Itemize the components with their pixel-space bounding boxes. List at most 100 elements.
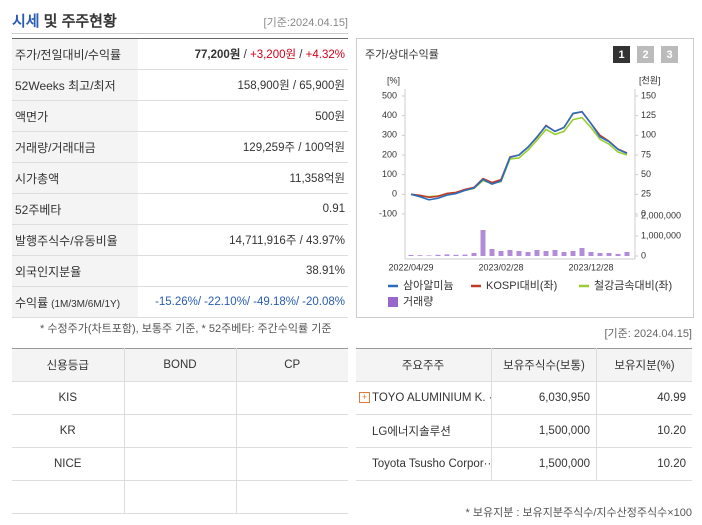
x-tick-label: 2022/04/29	[388, 262, 433, 272]
holder-table: 주요주주 보유주식수(보통) 보유지분(%) + TOYO ALUMINIUM K. ·…	[356, 348, 692, 481]
holder-row: + TOYO ALUMINIUM K. ··· 6,030,950 40.99	[356, 381, 692, 415]
legend-swatch	[388, 297, 398, 307]
y2-tick-label: 50	[641, 169, 651, 179]
cell-text: 1,500,000	[538, 458, 590, 470]
row-value: 11,358억원	[138, 162, 348, 194]
tab-box	[637, 46, 654, 63]
tab-box	[661, 46, 678, 63]
volume-bar	[462, 254, 468, 256]
x-tick-label: 2023/02/28	[478, 262, 523, 272]
price-row: 발행주식수/유동비율 14,711,916주 / 43.97%	[12, 224, 348, 256]
cell-text: 1,500,000	[538, 425, 590, 437]
row-value: 14,711,916주 / 43.97%	[138, 224, 348, 256]
header-row: 신용등급 BOND CP	[12, 348, 348, 382]
cell-text: 10.20	[657, 458, 686, 470]
price-note: * 수정주가(차트포함), 보통주 기준, * 52주베타: 주간수익률 기준	[40, 323, 332, 335]
holder-cell: 1,500,000	[491, 414, 597, 448]
row-label: 주가/전일대비/수익률	[12, 38, 138, 70]
volume-bar	[516, 251, 522, 256]
y3-tick-label: 1,000,000	[641, 230, 681, 240]
volume-bar	[435, 254, 441, 256]
chart-tab[interactable]: 2	[637, 46, 654, 63]
volume-bar	[453, 254, 459, 256]
y2-tick-label: 125	[641, 110, 656, 120]
value-part: 0.91	[322, 203, 345, 215]
column-header: 보유지분(%)	[596, 348, 692, 382]
value-part: 77,200원	[194, 49, 241, 61]
section-title-rest: 및 주주현황	[43, 13, 117, 30]
label-text: 액면가	[15, 109, 49, 124]
row-label: 수익률 (1M/3M/6M/1Y)	[12, 286, 138, 318]
rating-row: KIS	[12, 381, 348, 415]
label-text: 발행주식수/유동비율	[15, 233, 118, 248]
column-header: BOND	[124, 348, 237, 382]
row-label: 액면가	[12, 100, 138, 132]
rating-cell	[236, 447, 348, 481]
y-tick-label: 300	[382, 130, 397, 140]
holder-cell: 1,500,000	[491, 447, 597, 481]
row-value: -15.26%/-22.10%/-49.18%/-20.08%	[138, 286, 348, 318]
row-label: 52주베타	[12, 193, 138, 225]
row-value: 0.91	[138, 193, 348, 225]
y2-tick-label: 75	[641, 149, 651, 159]
legend-label: 철강금속대비(좌)	[594, 279, 672, 292]
volume-bar	[426, 255, 432, 256]
legend-label: KOSPI대비(좌)	[486, 279, 557, 292]
chart: 주가/상대수익률 1 2 3[%] [천원]-100010020030040050002…	[356, 38, 694, 318]
row-label: 외국인지분율	[12, 255, 138, 287]
value-part: 38.91%	[305, 265, 345, 277]
y2-tick-label: 100	[641, 130, 656, 140]
row-label: 거래량/거래대금	[12, 131, 138, 163]
volume-bar	[543, 251, 549, 256]
volume-bar	[588, 252, 594, 256]
label-text: 주가/전일대비/수익률	[15, 47, 122, 62]
value-part: 158,900원 / 65,900원	[237, 80, 346, 92]
price-row: 52Weeks 최고/최저 158,900원 / 65,900원	[12, 69, 348, 101]
row-value: 158,900원 / 65,900원	[138, 69, 348, 101]
holder-cell: 10.20	[596, 447, 692, 481]
rating-row	[12, 480, 348, 514]
y3-tick-label: 2,000,000	[641, 210, 681, 220]
price-row: 거래량/거래대금 129,259주 / 100억원	[12, 131, 348, 163]
holder-cell: 40.99	[596, 381, 692, 415]
column-header: 신용등급	[12, 348, 125, 382]
volume-bar	[570, 251, 576, 256]
chart-tab[interactable]: 1	[613, 46, 630, 63]
y-tick-label: 200	[382, 149, 397, 159]
row-label: 52Weeks 최고/최저	[12, 69, 138, 101]
volume-bar	[606, 253, 612, 256]
base-date: [기준:2024.04.15]	[263, 17, 348, 29]
series-line	[410, 110, 628, 201]
rating-cell	[124, 447, 237, 481]
rating-cell: NICE	[12, 447, 125, 481]
x-tick-label: 2023/12/28	[568, 262, 613, 272]
column-header: CP	[236, 348, 348, 382]
value-part: 14,711,916주 / 43.97%	[229, 235, 345, 247]
volume-bar	[525, 252, 531, 256]
y2-unit: [천원]	[639, 75, 661, 85]
row-label: 시가총액	[12, 162, 138, 194]
price-row: 52주베타 0.91	[12, 193, 348, 225]
holder-cell: + TOYO ALUMINIUM K. ···	[356, 381, 492, 415]
price-row: 외국인지분율 38.91%	[12, 255, 348, 287]
label-text: 외국인지분율	[15, 264, 82, 279]
expand-icon[interactable]: +	[359, 392, 370, 403]
value-part: -49.18%/	[253, 296, 300, 308]
value-part: +3,200원	[250, 49, 297, 61]
row-value: 77,200원 / +3,200원 / +4.32%	[138, 38, 348, 70]
volume-bar	[408, 255, 414, 256]
chart-tab[interactable]: 3	[661, 46, 678, 63]
volume-bar	[480, 230, 486, 256]
y2-tick-label: 150	[641, 90, 656, 100]
tab-box	[613, 46, 630, 63]
price-row: 주가/전일대비/수익률 77,200원 / +3,200원 / +4.32%	[12, 38, 348, 70]
legend-label: 삼아알미늄	[403, 278, 454, 292]
rating-cell	[236, 414, 348, 448]
value-part: 11,358억원	[289, 173, 345, 185]
holder-cell: 6,030,950	[491, 381, 597, 415]
column-header: 주요주주	[356, 348, 492, 382]
rating-cell	[236, 480, 348, 514]
label-text: 52주베타	[15, 202, 62, 217]
holder-note: * 보유지분 : 보유지분주식수/지수산정주식수×100	[465, 507, 693, 519]
